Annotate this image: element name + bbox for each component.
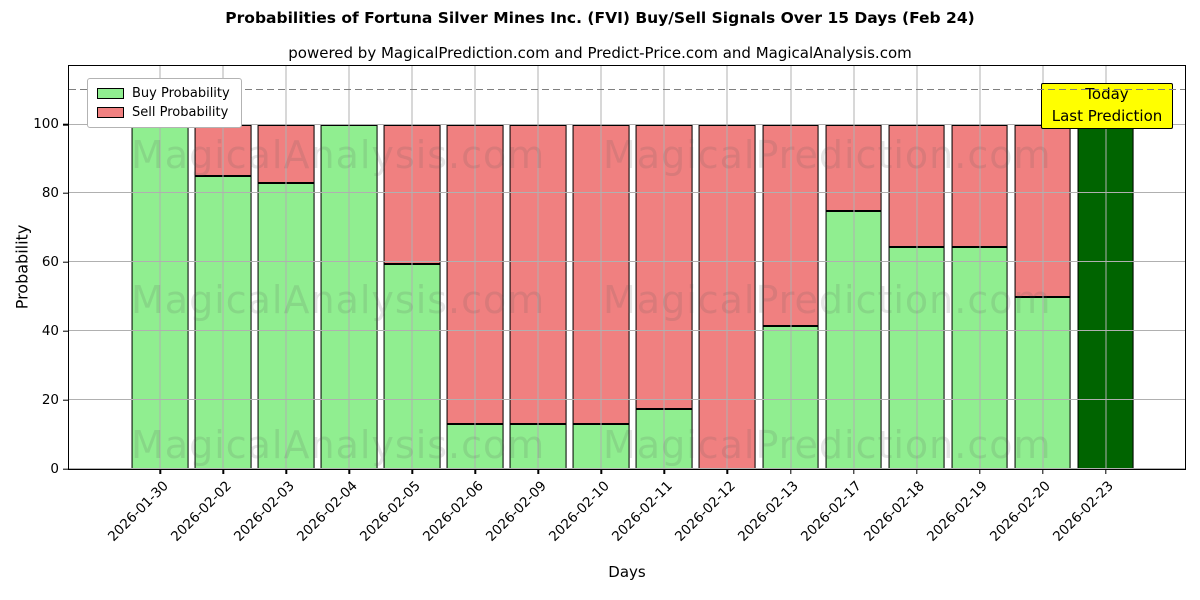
x-tick-label: 2026-01-30 [104,478,172,545]
x-tick-mark [978,469,981,474]
bar-sell-2026-02-02 [194,124,252,177]
x-tick-mark [915,469,918,474]
y-tick-mark [63,123,69,126]
bar-buy-2026-02-09 [509,424,567,469]
x-tick-label: 2026-02-23 [1050,478,1117,545]
bar-buy-2026-02-13 [762,326,819,469]
bar-buy-2026-02-19 [951,246,1008,469]
bar-sell-2026-02-09 [509,124,567,425]
x-tick-label: 2026-02-17 [798,478,865,545]
y-tick-label: 0 [50,460,59,477]
bar-sell-2026-02-19 [951,124,1008,247]
bar-buy-2026-02-10 [573,424,630,469]
bar-sell-2026-02-10 [573,124,630,425]
bar-sell-2026-02-18 [888,124,945,247]
chart-title: Probabilities of Fortuna Silver Mines In… [225,9,975,27]
bar-buy-2026-02-18 [888,246,945,469]
bar-sell-2026-02-20 [1014,124,1072,297]
legend-label-sell: Sell Probability [132,105,229,120]
x-tick-mark [1041,469,1044,474]
legend-item-sell: Sell Probability [97,106,230,119]
bar-sell-2026-02-06 [446,124,504,425]
y-tick-label: 40 [41,322,59,339]
bar-buy-2026-02-20 [1014,296,1072,469]
legend: Buy Probability Sell Probability [87,78,242,128]
x-tick-label: 2026-02-12 [671,478,739,545]
x-tick-mark [222,469,225,474]
x-tick-mark [789,469,792,474]
x-tick-mark [663,469,666,474]
x-tick-mark [537,469,540,474]
y-tick-mark [63,261,69,264]
x-tick-label: 2026-02-05 [356,478,424,545]
x-tick-label: 2026-02-18 [861,478,928,545]
x-tick-label: 2026-02-20 [987,478,1054,545]
bar-sell-2026-02-13 [762,124,819,327]
x-tick-label: 2026-02-19 [924,478,991,545]
x-tick-label: 2026-02-10 [545,478,613,545]
bar-buy-2026-02-03 [257,183,315,469]
chart-subtitle: powered by MagicalPrediction.com and Pre… [288,44,912,62]
bar-sell-2026-02-03 [257,124,315,184]
x-tick-label: 2026-02-06 [419,478,487,545]
x-tick-mark [159,469,162,474]
y-tick-mark [63,192,69,195]
bar-sell-2026-02-17 [825,124,882,211]
x-tick-label: 2026-02-13 [735,478,802,545]
today-annotation-line2: Last Prediction [1051,107,1163,125]
x-tick-label: 2026-02-09 [482,478,550,545]
bar-buy-2026-02-17 [825,210,882,469]
x-tick-label: 2026-02-03 [230,478,298,545]
x-tick-mark [600,469,603,474]
x-tick-mark [1104,469,1107,474]
sell-probability-swatch [97,107,124,118]
today-annotation-line1: Today [1085,85,1129,104]
bar-sell-2026-02-05 [383,124,441,265]
y-tick-mark [63,468,69,470]
legend-label-buy: Buy Probability [132,86,230,101]
x-axis-label: Days [608,563,646,581]
bar-buy-2026-02-02 [194,176,252,469]
y-tick-mark [63,330,69,332]
x-tick-mark [726,469,729,474]
x-tick-label: 2026-02-02 [167,478,235,545]
bar-buy-2026-02-06 [446,424,504,469]
bar-buy-2026-01-30 [131,124,189,469]
bar-sell-2026-02-12 [699,124,756,469]
y-axis-label: Probability [12,224,32,310]
y-tick-label: 100 [33,115,59,132]
x-tick-mark [411,469,414,474]
x-tick-mark [348,469,351,474]
bar-sell-2026-02-11 [636,124,693,409]
buy-probability-swatch [97,88,124,99]
y-tick-label: 60 [41,253,59,270]
plot-area: Buy Probability Sell Probability Today L… [33,65,1186,545]
legend-item-buy: Buy Probability [97,87,230,100]
x-tick-mark [852,469,855,474]
bar-buy-2026-02-04 [320,124,378,469]
x-tick-mark [285,469,288,474]
x-tick-label: 2026-02-04 [293,478,361,545]
bar-today-2026-02-23 [1077,124,1135,469]
x-tick-label: 2026-02-11 [608,478,676,545]
bar-buy-2026-02-11 [636,408,693,469]
y-tick-label: 80 [41,184,59,201]
bar-buy-2026-02-05 [383,264,441,469]
x-tick-mark [474,469,477,474]
today-annotation: Today Last Prediction [1041,83,1173,129]
y-tick-label: 20 [41,391,59,408]
y-tick-mark [63,399,69,401]
